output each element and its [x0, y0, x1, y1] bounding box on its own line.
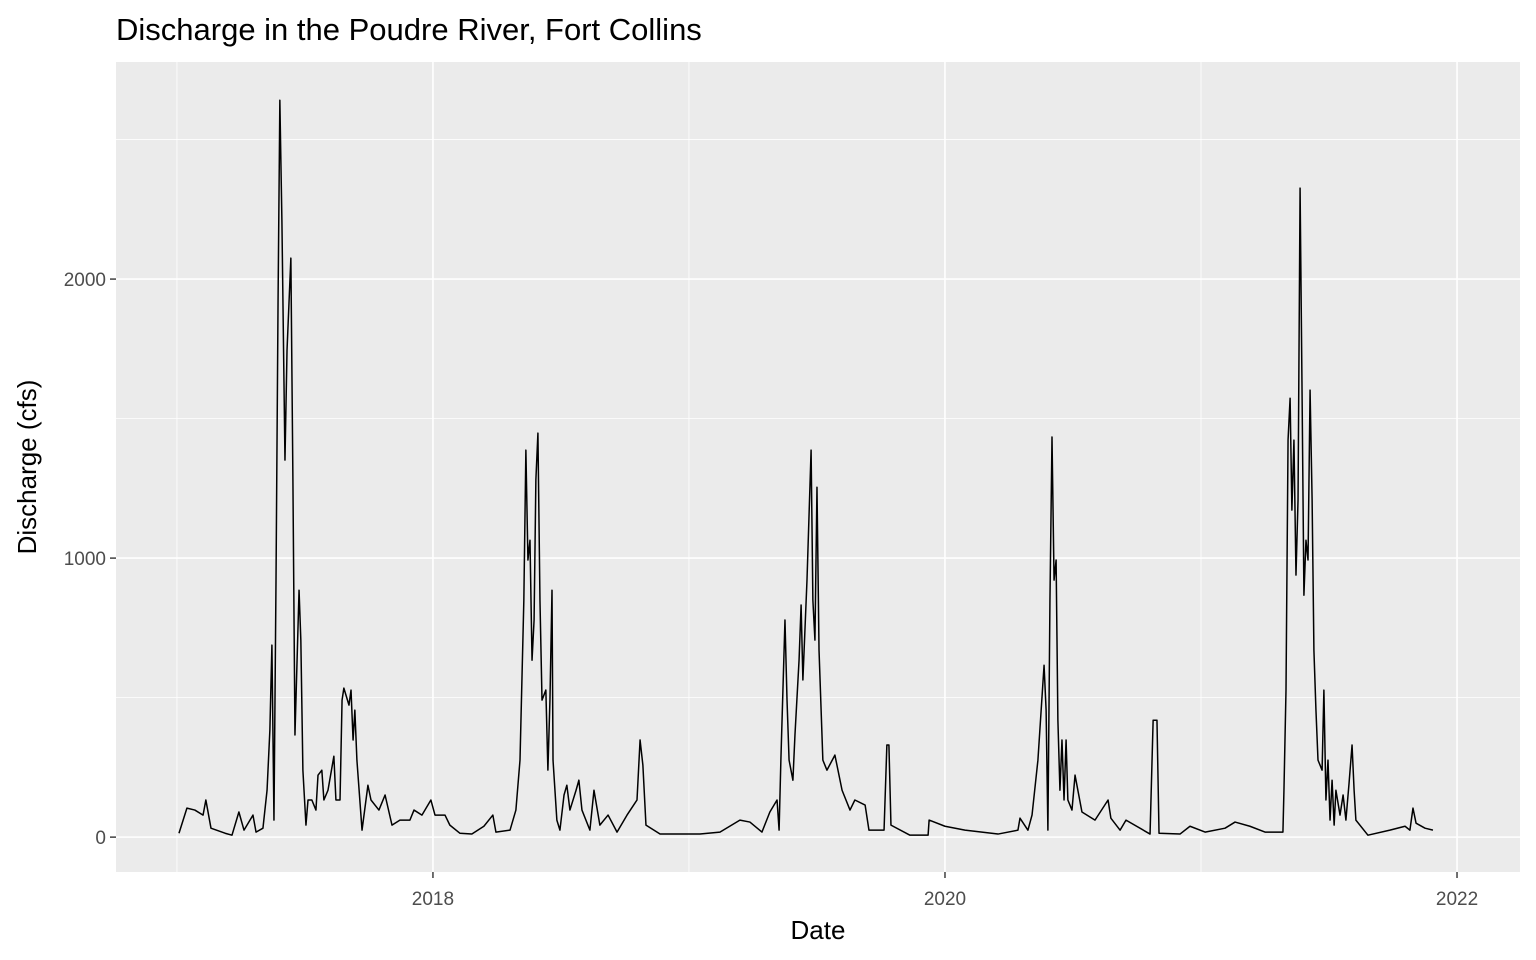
axes: 2018 2020 2022 0 1000 2000 — [64, 270, 1478, 910]
data-line — [178, 99, 1434, 836]
y-axis-title: Discharge (cfs) — [12, 380, 42, 555]
plot-area — [178, 99, 1434, 836]
x-tick-label: 2020 — [924, 889, 966, 910]
y-tick-label: 0 — [95, 828, 106, 849]
y-tick-label: 2000 — [64, 270, 106, 291]
panel-background — [116, 62, 1520, 872]
x-tick-label: 2018 — [412, 889, 454, 910]
x-axis-title: Date — [791, 915, 846, 945]
x-tick-label: 2022 — [1436, 889, 1478, 910]
chart-title: Discharge in the Poudre River, Fort Coll… — [116, 12, 702, 47]
y-tick-label: 1000 — [64, 549, 106, 570]
